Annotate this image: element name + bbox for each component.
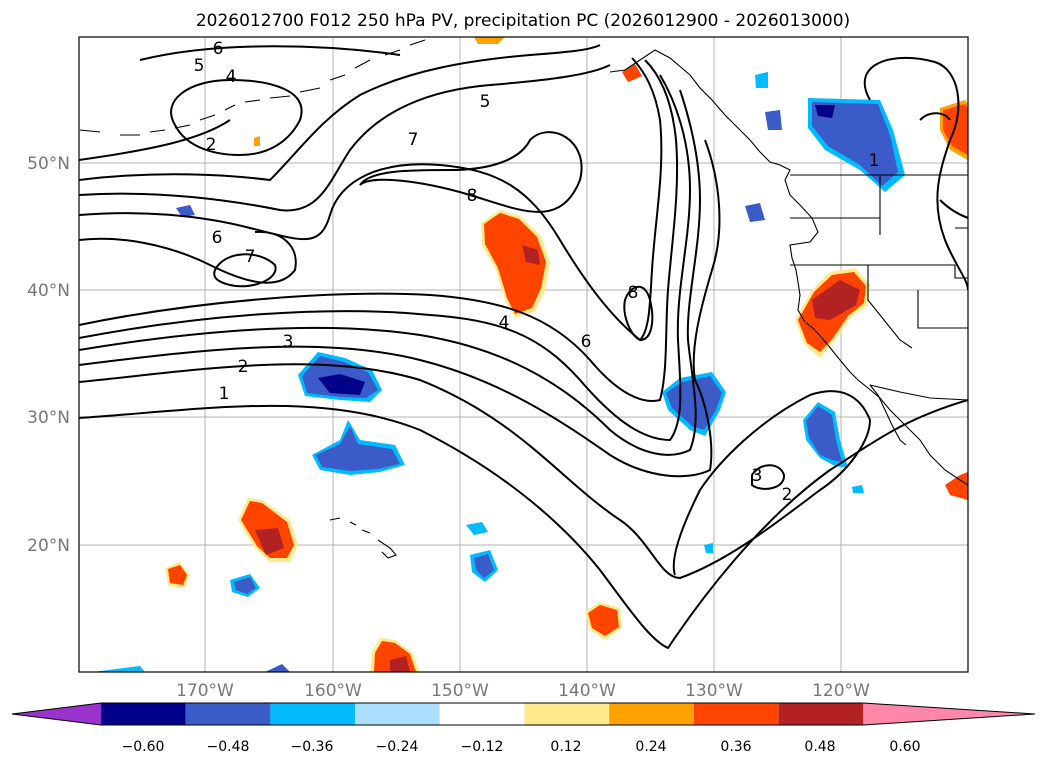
pv-contour-7-west	[213, 253, 277, 288]
colorbar-extend-min	[12, 703, 101, 725]
graticule	[79, 37, 968, 672]
colorbar-tick-label: −0.48	[207, 739, 250, 755]
pv-label-6-trough: 6	[581, 332, 592, 352]
precip-blob-california	[795, 268, 870, 358]
precip-blob-hawaii	[238, 498, 298, 562]
pv-label-3: 3	[283, 332, 294, 352]
pv-label-5-gulf: 5	[480, 92, 491, 112]
pv-contour-labels: 6 5 4 2 5 7 8 6 7 3 2 1 4 6 8 3 2 1	[194, 39, 880, 505]
coast-alaska	[609, 49, 968, 486]
colorbar-tick-label: −0.60	[122, 739, 165, 755]
pv-label-3-cutoff: 3	[752, 466, 763, 486]
lon-label-120w: 120°W	[812, 681, 870, 701]
lat-label-40n: 40°N	[27, 281, 70, 301]
colorbar-bin-7	[609, 703, 694, 725]
colorbar-tick-label: 0.60	[889, 739, 920, 755]
border-states	[790, 175, 968, 349]
coast-baja	[869, 384, 907, 446]
colorbar-bin-1	[101, 703, 186, 725]
colorbar-extend-max	[863, 703, 1035, 725]
colorbar-bin-8	[693, 703, 779, 725]
lon-label-130w: 130°W	[685, 681, 743, 701]
pv-label-1: 1	[219, 384, 230, 404]
colorbar-tick-label: 0.36	[720, 739, 751, 755]
colorbar-bin-4	[355, 703, 440, 725]
colorbar-bin-9	[778, 703, 864, 725]
precip-blob-gulf	[481, 210, 550, 318]
colorbar-tick-label: 0.48	[804, 739, 835, 755]
colorbar-tick-label: −0.12	[461, 739, 504, 755]
pv-contour-8-trough	[623, 285, 654, 342]
longitude-labels: 170°W 160°W 150°W 140°W 130°W 120°W	[176, 681, 870, 701]
pv-contours	[79, 44, 968, 650]
lat-label-20n: 20°N	[27, 536, 70, 556]
lat-label-50n: 50°N	[27, 154, 70, 174]
pv-label-5-north: 5	[194, 56, 205, 76]
figure-title: 2026012700 F012 250 hPa PV, precipitatio…	[196, 11, 850, 31]
pv-contour-7	[79, 57, 663, 342]
colorbar-outline	[11, 702, 1036, 726]
pv-label-7-ridge: 7	[408, 130, 419, 150]
pv-label-1-coast: 1	[869, 151, 880, 171]
colorbar-tick-label: 0.12	[550, 739, 581, 755]
lon-label-150w: 150°W	[431, 681, 489, 701]
pv-contour-bc	[863, 56, 968, 291]
colorbar: −0.60 −0.48 −0.36 −0.24 −0.12 0.12 0.24 …	[11, 702, 1036, 755]
pv-label-2: 2	[238, 357, 249, 377]
pv-label-6-west: 6	[212, 228, 223, 248]
pv-contour-4	[79, 89, 702, 456]
colorbar-tick-label: 0.24	[635, 739, 666, 755]
colorbar-bin-2	[185, 703, 271, 725]
precip-blob-bc	[808, 98, 905, 192]
precip-blob-south	[165, 562, 622, 672]
coast-hawaii	[329, 517, 397, 559]
pv-label-8-ridge: 8	[467, 186, 478, 206]
map-frame	[78, 36, 969, 673]
pv-contour-north-6	[79, 45, 401, 161]
pv-contour-1	[79, 399, 968, 650]
pv-contour-8	[359, 131, 583, 213]
colorbar-bin-3	[270, 703, 356, 725]
lon-label-170w: 170°W	[176, 681, 234, 701]
pv-label-2-aleutian: 2	[206, 135, 217, 155]
pv-contour-5	[79, 74, 692, 442]
coastlines	[79, 39, 968, 559]
lon-label-140w: 140°W	[558, 681, 616, 701]
pv-contour-north-5	[79, 44, 611, 212]
colorbar-tick-label: −0.24	[376, 739, 419, 755]
pv-label-4-trough: 4	[499, 313, 510, 333]
colorbar-ticks: −0.60 −0.48 −0.36 −0.24 −0.12 0.12 0.24 …	[122, 739, 921, 755]
precip-positive-areas	[165, 37, 968, 672]
latitude-labels: 50°N 40°N 30°N 20°N	[27, 154, 70, 556]
pv-label-2-cutoff: 2	[782, 485, 793, 505]
pv-contour-cutoff	[751, 464, 786, 490]
precip-blob-subtropical-2	[312, 420, 405, 475]
coast-aleutians	[79, 39, 426, 136]
pv-label-7-west: 7	[245, 247, 256, 267]
pv-label-8-trough: 8	[628, 283, 639, 303]
pv-contour-3	[79, 139, 721, 478]
map-panel: 6 5 4 2 5 7 8 6 7 3 2 1 4 6 8 3 2 1	[78, 36, 969, 673]
border-us-mexico	[869, 384, 968, 401]
colorbar-bin-6	[524, 703, 610, 725]
pv-contour-6	[79, 59, 679, 402]
precip-blob-cutoff	[803, 402, 848, 468]
colorbar-bin-5	[439, 703, 525, 725]
pv-label-6-north: 6	[213, 39, 224, 59]
pv-contour-2	[79, 363, 872, 580]
precip-blob-small	[93, 72, 864, 672]
pv-label-4-north: 4	[226, 67, 237, 87]
lon-label-160w: 160°W	[304, 681, 362, 701]
lat-label-30n: 30°N	[27, 408, 70, 428]
colorbar-tick-label: −0.36	[291, 739, 334, 755]
